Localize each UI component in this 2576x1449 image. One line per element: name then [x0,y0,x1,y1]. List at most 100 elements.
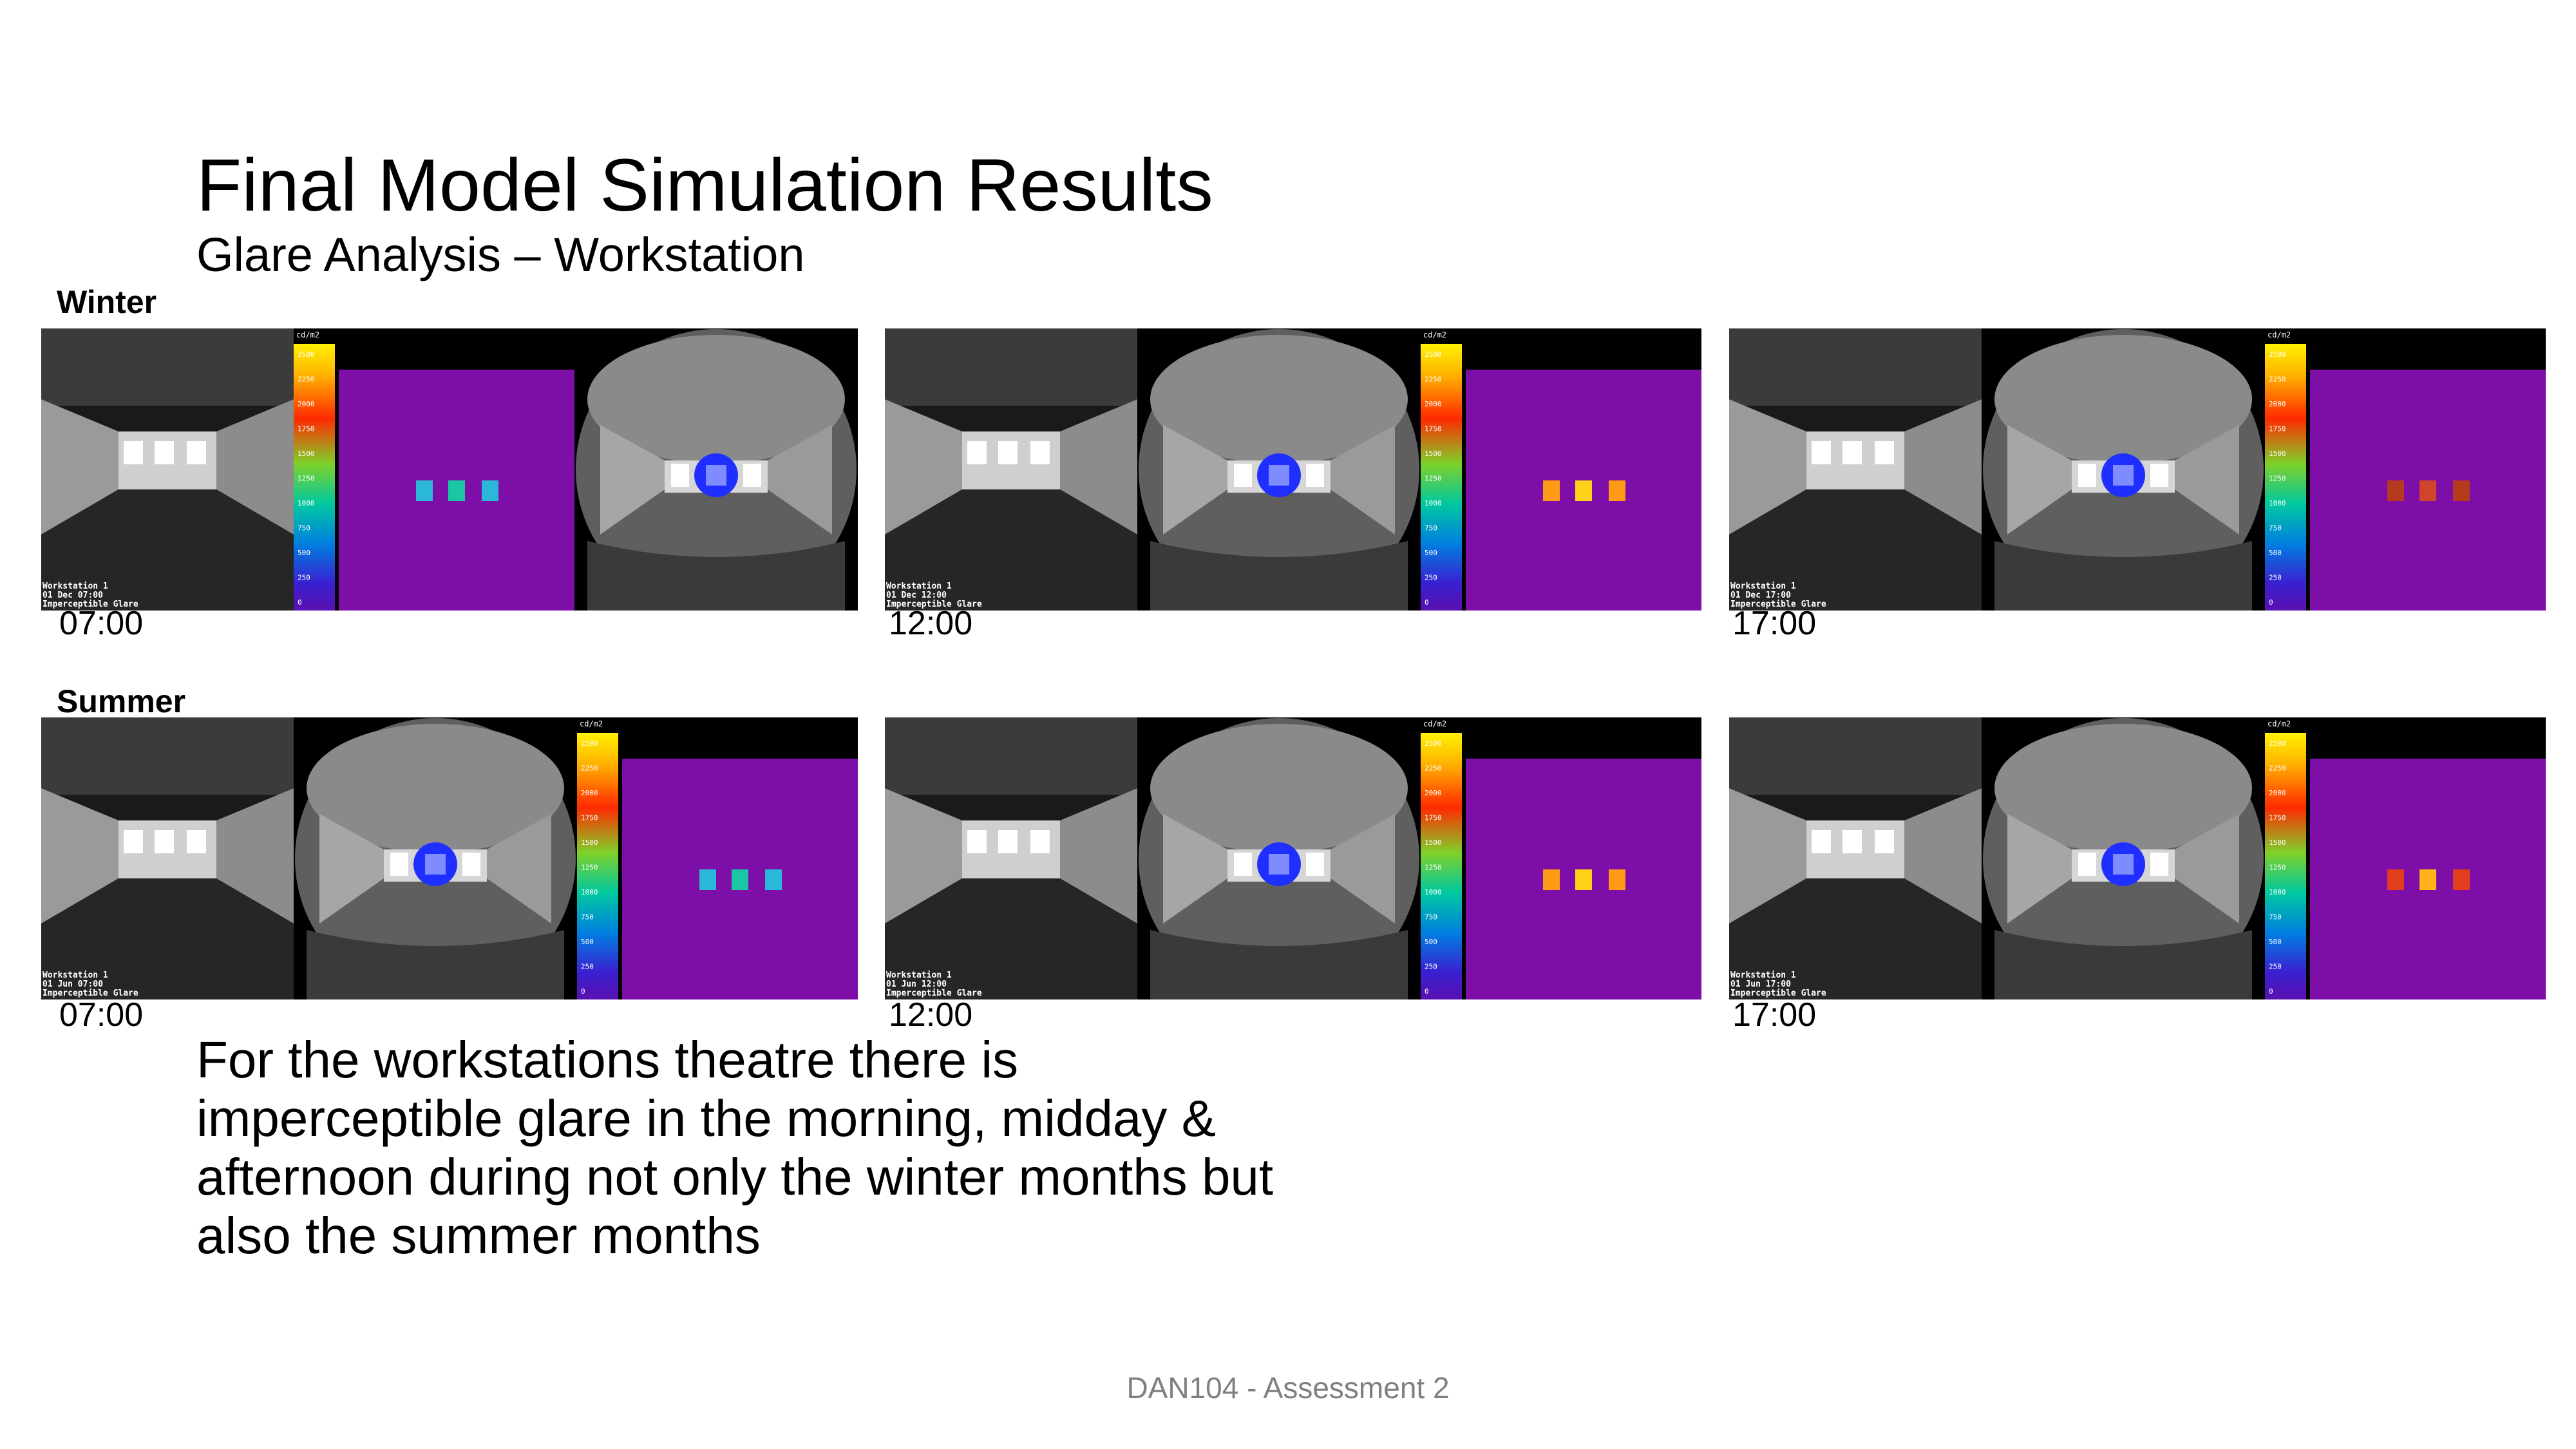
render-stamp-line: 01 Dec 07:00 [43,591,103,600]
legend-unit: cd/m2 [2268,719,2291,728]
legend-tick: 1500 [2269,450,2286,458]
conclusion-text: For the workstations theatre there is im… [196,1031,1274,1264]
legend-tick: 1250 [581,864,598,872]
render-stamp-line: Imperceptible Glare [1730,989,1826,998]
legend-tick: 750 [2269,524,2282,533]
render-stamp-line: Workstation 1 [43,971,108,980]
legend-tick: 1000 [298,499,315,507]
legend-tick: 2500 [2269,350,2286,359]
legend-tick: 2250 [1425,764,1442,773]
legend-tick: 2000 [1425,400,1442,408]
falsecolor-view: cd/m2 2500 2250 2000 1750 1500 1250 1000 750 500 2… [1421,328,1701,611]
legend-tick: 1750 [2269,425,2286,433]
render-stamp: Workstation 1 01 Dec 07:00 Imperceptible G… [43,582,138,609]
legend-tick: 1250 [2269,475,2286,483]
legend-tick: 2000 [581,789,598,797]
legend-tick: 500 [2269,938,2282,946]
glare-hotspot [2453,869,2470,890]
legend-tick: 500 [1425,938,1437,946]
legend-tick: 1750 [298,425,315,433]
render-stamp: Workstation 1 01 Jun 17:00 Imperceptible G… [1730,971,1826,998]
render-stamp-line: Imperceptible Glare [886,600,982,609]
legend-tick: 2250 [2269,375,2286,384]
legend-tick: 750 [581,913,594,922]
legend-unit: cd/m2 [2268,330,2291,339]
fisheye-view [574,328,858,611]
legend-tick: 750 [1425,913,1437,922]
glare-render-summer-0700: cd/m2 2500 2250 2000 1750 1500 1250 1000 750 500 2… [41,717,858,999]
legend-tick: 250 [2269,963,2282,971]
perspective-view [41,717,294,999]
legend-tick: 1500 [2269,838,2286,847]
legend-tick: 0 [2269,598,2273,607]
legend-tick: 1000 [581,888,598,896]
falsecolor-view: cd/m2 2500 2250 2000 1750 1500 1250 1000 750 500 2… [294,328,574,611]
render-stamp-line: 01 Dec 12:00 [886,591,947,600]
glare-hotspot [1575,480,1592,501]
legend-tick: 2250 [581,764,598,773]
glare-hotspot [699,869,716,890]
glare-hotspot [1575,869,1592,890]
perspective-view [885,328,1137,611]
fisheye-view [1982,328,2265,611]
legend-tick: 1750 [1425,425,1442,433]
glare-hotspot [2420,869,2436,890]
render-stamp-line: 01 Jun 07:00 [43,980,103,989]
glare-hotspot [765,869,782,890]
glare-hotspot [482,480,498,501]
legend-unit: cd/m2 [1423,330,1446,339]
legend-tick: 2500 [1425,739,1442,748]
render-stamp: Workstation 1 01 Dec 17:00 Imperceptible G… [1730,582,1826,609]
render-stamp-line: 01 Jun 17:00 [1730,980,1791,989]
legend-tick: 2000 [298,400,315,408]
render-stamp: Workstation 1 01 Dec 12:00 Imperceptible G… [886,582,982,609]
legend-tick: 0 [298,598,302,607]
time-label-winter-0700: 07:00 [59,605,144,642]
render-stamp-line: Workstation 1 [886,582,952,591]
legend-tick: 0 [581,987,585,996]
legend-tick: 1500 [1425,838,1442,847]
glare-hotspot [732,869,748,890]
glare-render-winter-1200: cd/m2 2500 2250 2000 1750 1500 1250 1000 750 500 2… [885,328,1701,611]
glare-render-summer-1200: cd/m2 2500 2250 2000 1750 1500 1250 1000 750 500 2… [885,717,1701,999]
legend-tick: 250 [298,574,310,582]
legend-tick: 0 [1425,987,1429,996]
glare-hotspot [2453,480,2470,501]
legend-tick: 250 [2269,574,2282,582]
legend-tick: 500 [1425,549,1437,557]
legend-tick: 2500 [581,739,598,748]
legend-tick: 2500 [2269,739,2286,748]
render-stamp: Workstation 1 01 Jun 07:00 Imperceptible G… [43,971,138,998]
glare-render-winter-1700: cd/m2 2500 2250 2000 1750 1500 1250 1000 750 500 2… [1729,328,2546,611]
legend-tick: 250 [1425,963,1437,971]
legend-tick: 2000 [1425,789,1442,797]
glare-render-summer-1700: cd/m2 2500 2250 2000 1750 1500 1250 1000 750 500 2… [1729,717,2546,999]
legend-tick: 1500 [298,450,315,458]
falsecolor-view: cd/m2 2500 2250 2000 1750 1500 1250 1000 750 500 2… [2265,328,2546,611]
time-label-winter-1700: 17:00 [1732,605,1817,642]
slide-title: Final Model Simulation Results [196,144,1213,227]
legend-tick: 1750 [1425,814,1442,822]
falsecolor-view: cd/m2 2500 2250 2000 1750 1500 1250 1000 750 500 2… [577,717,858,999]
time-label-summer-1200: 12:00 [889,996,973,1034]
legend-unit: cd/m2 [1423,719,1446,728]
render-stamp-line: Workstation 1 [1730,582,1796,591]
glare-hotspot [416,480,433,501]
season-label-winter: Winter [57,284,157,320]
glare-hotspot [2420,480,2436,501]
legend-tick: 750 [2269,913,2282,922]
perspective-view [1729,328,1982,611]
legend-tick: 250 [1425,574,1437,582]
legend-tick: 750 [1425,524,1437,533]
legend-tick: 2250 [1425,375,1442,384]
falsecolor-view: cd/m2 2500 2250 2000 1750 1500 1250 1000 750 500 2… [2265,717,2546,999]
time-label-summer-1700: 17:00 [1732,996,1817,1034]
render-stamp-line: Imperceptible Glare [1730,600,1826,609]
glare-hotspot [1609,480,1625,501]
legend-tick: 2500 [1425,350,1442,359]
falsecolor-view: cd/m2 2500 2250 2000 1750 1500 1250 1000 750 500 2… [1421,717,1701,999]
legend-tick: 1250 [1425,475,1442,483]
legend-tick: 1000 [2269,888,2286,896]
legend-tick: 2250 [298,375,315,384]
glare-hotspot [1543,869,1560,890]
